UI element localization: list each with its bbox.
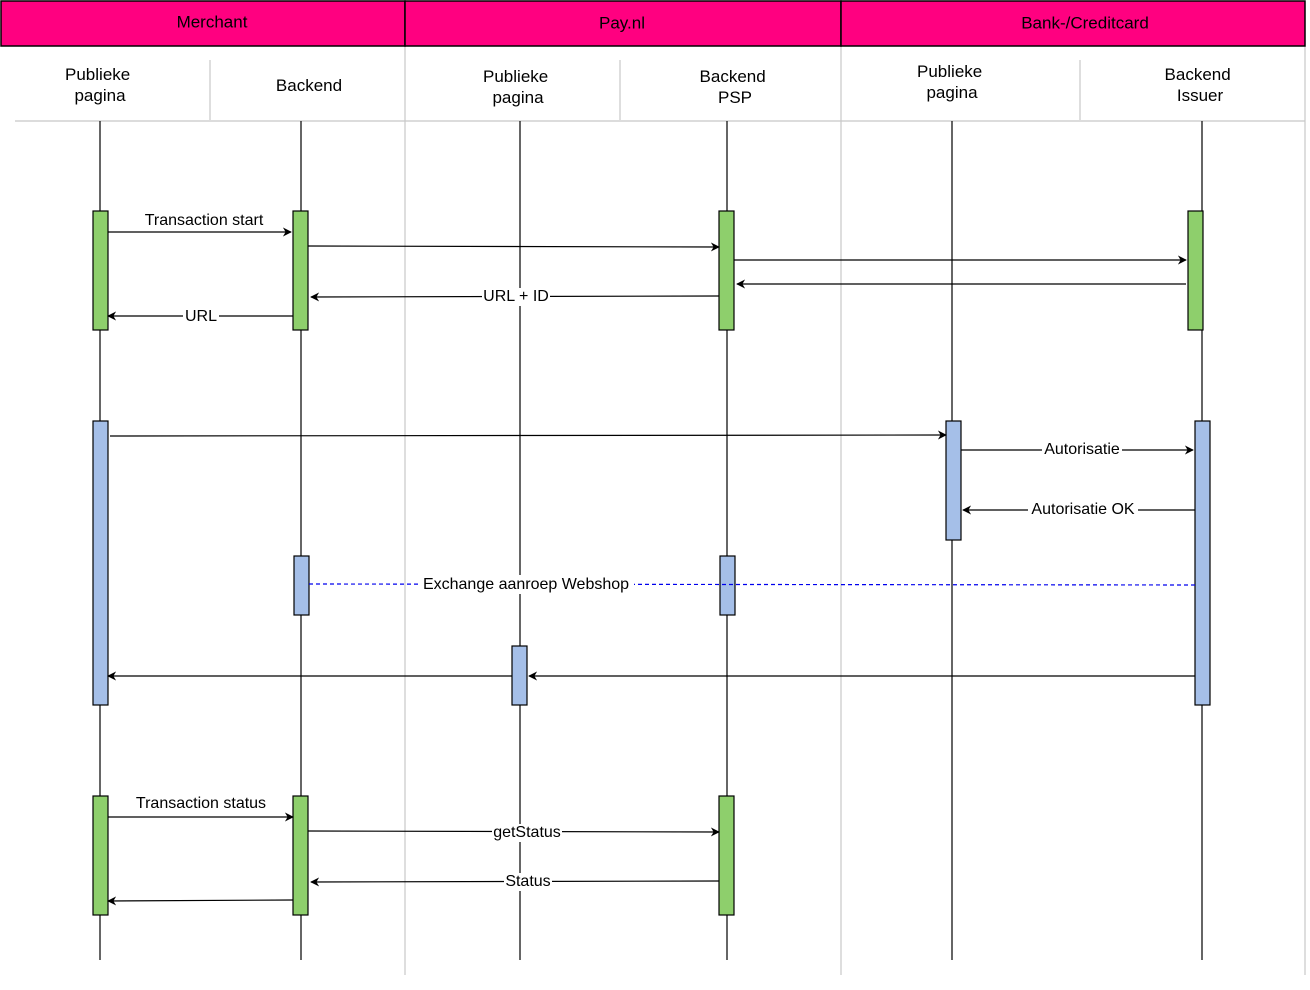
activation-merchant-backend (293, 555, 310, 616)
activation-merchant-public-page (92, 795, 109, 916)
activation-paynl-backend-psp (719, 555, 736, 616)
message-autorisatie-ok-label: Autorisatie OK (1031, 501, 1134, 518)
message-autorisatie-ok-label-bg (1028, 501, 1138, 519)
group-header-paynl: Pay.nl (404, 0, 842, 47)
message-url-label-bg (183, 308, 219, 326)
message-backend-to-merchant-page-arrow (107, 896, 294, 906)
message-get-status-label-bg (492, 824, 562, 842)
activation-bank-backend-issuer (1187, 210, 1204, 331)
message-autorisatie-label-bg (1042, 441, 1122, 459)
message-backend-to-psp-arrow (307, 242, 720, 252)
role-merchant-public-page: Publieke pagina (65, 65, 135, 105)
role-paynl-public-page: Publieke pagina (483, 67, 553, 107)
role-bank-public-page: Publieke pagina (917, 62, 987, 102)
activation-paynl-backend-psp (718, 795, 735, 916)
message-get-status-label: getStatus (493, 824, 561, 841)
role-bank-backend-issuer: Backend Issuer (1165, 65, 1236, 105)
role-merchant-backend: Backend (276, 76, 342, 95)
activation-paynl-public-page (511, 645, 528, 706)
message-status-label-bg (504, 873, 552, 891)
group-label-paynl: Pay.nl (599, 13, 645, 32)
role-paynl-backend-psp: Backend PSP (700, 67, 771, 107)
message-url-id-label-bg (482, 288, 550, 306)
activation-merchant-public-page (92, 210, 109, 331)
activation-paynl-backend-psp (718, 210, 735, 331)
message-exchange-label: Exchange aanroep Webshop (423, 576, 629, 593)
message-redirect-to-bank-arrow (109, 430, 947, 440)
message-url-label: URL (185, 308, 217, 325)
activation-bank-public-page (945, 420, 962, 541)
message-autorisatie-label: Autorisatie (1044, 441, 1120, 458)
group-label-merchant: Merchant (177, 12, 248, 31)
group-label-bank: Bank-/Creditcard (1021, 13, 1149, 32)
activation-merchant-backend (292, 795, 309, 916)
activation-merchant-public-page (92, 420, 109, 706)
group-header-merchant: Merchant (0, 0, 406, 47)
message-transaction-status-label: Transaction status (136, 795, 266, 812)
message-url-id-label: URL + ID (483, 288, 549, 305)
activation-merchant-backend (292, 210, 309, 331)
message-exchange-label-bg (418, 575, 634, 594)
group-header-bank: Bank-/Creditcard (840, 0, 1306, 47)
activation-bank-backend-issuer (1194, 420, 1211, 706)
message-transaction-start-label: Transaction start (145, 212, 264, 229)
message-status-label: Status (505, 873, 550, 890)
